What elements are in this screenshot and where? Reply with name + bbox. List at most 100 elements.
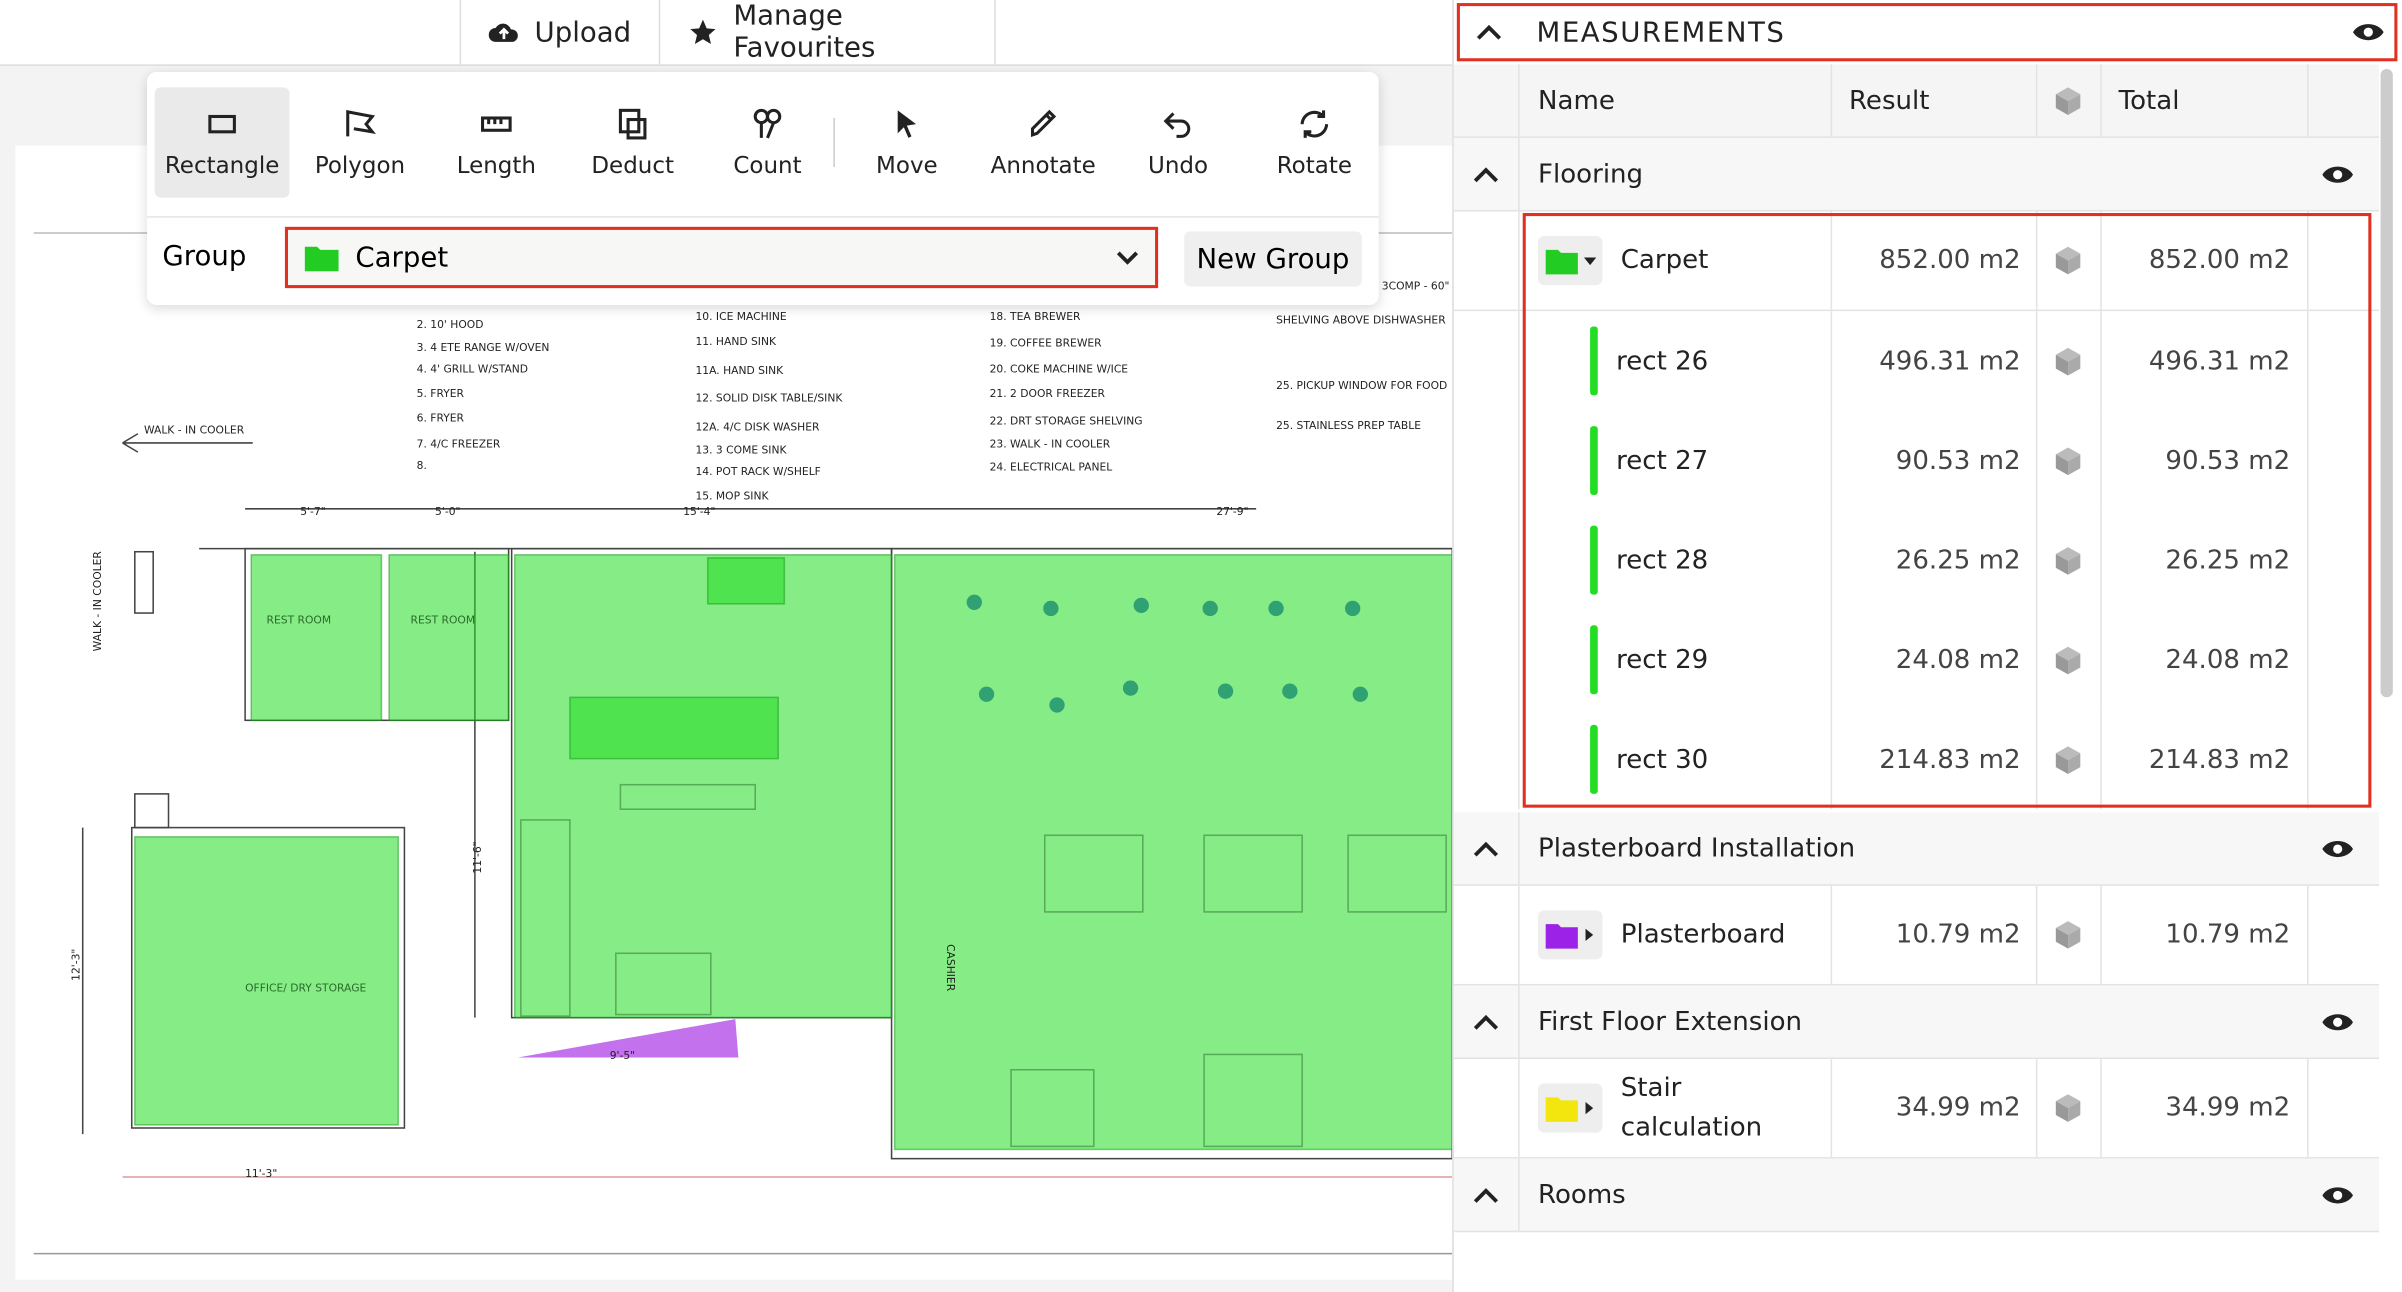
tool-button[interactable]: Count xyxy=(700,87,835,197)
group-toggle xyxy=(1472,1159,1509,1231)
group-row: Rooms xyxy=(1453,1158,2380,1233)
plan-drawing: 2. 10' HOOD 3. 4 ETE RANGE W/OVEN 4. 4' GR… xyxy=(15,145,1454,1280)
plan-label: 23. WALK - IN COOLER xyxy=(990,437,1111,450)
group-toggle xyxy=(1472,812,1509,884)
plan-label: 22. DRT STORAGE SHELVING xyxy=(990,414,1143,427)
color-bar xyxy=(1590,724,1598,794)
eye-icon[interactable] xyxy=(2351,21,2385,42)
tool-icon xyxy=(753,108,782,139)
column-divider xyxy=(2035,885,2038,984)
cube-icon xyxy=(2055,745,2081,774)
column-divider xyxy=(1518,1158,1520,1231)
item-total: 852.00 m2 xyxy=(2148,245,2291,276)
eye-icon[interactable] xyxy=(2321,1011,2355,1032)
folder-button[interactable] xyxy=(1538,910,1603,960)
plan-label: 10. ICE MACHINE xyxy=(695,310,786,323)
column-divider xyxy=(1830,510,1833,610)
child-result: 24.08 m2 xyxy=(1895,644,2021,676)
plan-label: WALK - IN COOLER xyxy=(144,424,245,437)
cube-icon xyxy=(2055,546,2081,574)
scrollbar[interactable] xyxy=(2380,68,2393,698)
tool-button[interactable]: Polygon xyxy=(293,87,428,197)
cube xyxy=(2051,311,2097,411)
column-divider xyxy=(1830,1059,1833,1158)
eye-icon[interactable] xyxy=(2321,1184,2355,1205)
child-name: rect 28 xyxy=(1616,544,1709,576)
group-selected: Carpet xyxy=(355,241,449,274)
column-divider xyxy=(1830,609,1833,710)
measurement-row: Plasterboard 10.79 m2 10.79 m2 xyxy=(1453,885,2380,986)
plan-label: SHELVING ABOVE DISHWASHER xyxy=(1276,313,1446,326)
plan-label: 5. FRYER xyxy=(417,387,465,400)
column-divider xyxy=(1518,812,1520,885)
color-bar xyxy=(1590,625,1598,695)
group-name: Rooms xyxy=(1538,1179,1626,1210)
tool-icon xyxy=(1300,110,1329,138)
column-divider xyxy=(1518,510,1520,610)
plan-label: 12A. 4/C DISK WASHER xyxy=(695,421,820,434)
new-group-button[interactable]: New Group xyxy=(1184,231,1362,287)
plan-label: 13. 3 COME SINK xyxy=(695,444,787,457)
tool-icon xyxy=(1163,112,1191,138)
plan-label: WALK - IN COOLER xyxy=(91,551,104,652)
eye-icon[interactable] xyxy=(2321,838,2355,859)
collapse-icon[interactable] xyxy=(1472,1011,1500,1032)
plan-label: REST ROOM xyxy=(411,614,476,627)
column-cube xyxy=(2051,64,2097,136)
tool-button[interactable]: Deduct xyxy=(565,87,700,197)
group-visibility xyxy=(2321,985,2358,1057)
folder-button[interactable] xyxy=(1538,236,1603,286)
column-divider xyxy=(1830,410,1833,511)
column-divider xyxy=(2100,1059,2102,1158)
collapse-icon[interactable] xyxy=(1472,1184,1500,1205)
cube xyxy=(2051,510,2097,610)
upload-icon xyxy=(488,23,518,42)
panel-title: MEASUREMENTS xyxy=(1536,16,1786,50)
column-divider xyxy=(2035,709,2038,810)
eye-icon[interactable] xyxy=(2321,163,2355,184)
item-result: 852.00 m2 xyxy=(1879,245,2021,276)
tool-button[interactable]: Move xyxy=(839,87,974,197)
measurement-row: Carpet 852.00 m2 852.00 m2 xyxy=(1453,211,2380,312)
cube-icon xyxy=(2055,645,2081,674)
tool-button[interactable]: Undo xyxy=(1111,87,1246,197)
item-total: 10.79 m2 xyxy=(2165,919,2291,951)
upload-button[interactable]: Upload xyxy=(459,0,659,65)
tool-label: Polygon xyxy=(314,151,406,180)
collapse-icon[interactable] xyxy=(1472,163,1500,184)
tool-icon xyxy=(897,110,917,138)
collapse-icon[interactable] xyxy=(1472,838,1500,859)
plan-label: 25. PICKUP WINDOW FOR FOOD xyxy=(1276,379,1447,392)
tool-button[interactable]: Rotate xyxy=(1247,87,1382,197)
plan-label: 11'-6" xyxy=(471,841,484,873)
favourites-button[interactable]: Manage Favourites xyxy=(658,0,996,65)
cube xyxy=(2051,710,2097,810)
group-label: Group xyxy=(162,240,247,273)
group-row: Flooring xyxy=(1453,137,2380,212)
plan-label: 15. MOP SINK xyxy=(695,490,769,503)
column-divider xyxy=(2100,510,2102,610)
child-row: rect 30 214.83 m2 214.83 m2 xyxy=(1454,709,2379,810)
tool-button[interactable]: Annotate xyxy=(976,87,1111,197)
child-total: 24.08 m2 xyxy=(2165,644,2291,676)
child-total: 496.31 m2 xyxy=(2148,345,2291,377)
group-name: First Floor Extension xyxy=(1538,1006,1803,1037)
tool-button[interactable]: Rectangle xyxy=(154,87,290,198)
folder-button[interactable] xyxy=(1538,1083,1603,1133)
child-total: 26.25 m2 xyxy=(2165,544,2291,576)
tool-icon xyxy=(481,116,512,132)
plan-label: 8. xyxy=(417,459,427,472)
tool-button[interactable]: Length xyxy=(429,87,564,197)
item-result: 34.99 m2 xyxy=(1895,1092,2021,1124)
plan-label: 12'-3" xyxy=(70,949,83,981)
cube-icon xyxy=(2055,1094,2081,1122)
panel-header: MEASUREMENTS xyxy=(1456,3,2398,62)
column-divider xyxy=(2307,64,2309,137)
plan-label: 21. 2 DOOR FREEZER xyxy=(990,387,1106,400)
collapse-icon[interactable] xyxy=(1475,21,1503,42)
column-divider xyxy=(2307,211,2309,310)
group-select[interactable]: Carpet xyxy=(284,226,1159,289)
column-divider xyxy=(2035,64,2038,137)
child-name: rect 29 xyxy=(1616,644,1709,676)
